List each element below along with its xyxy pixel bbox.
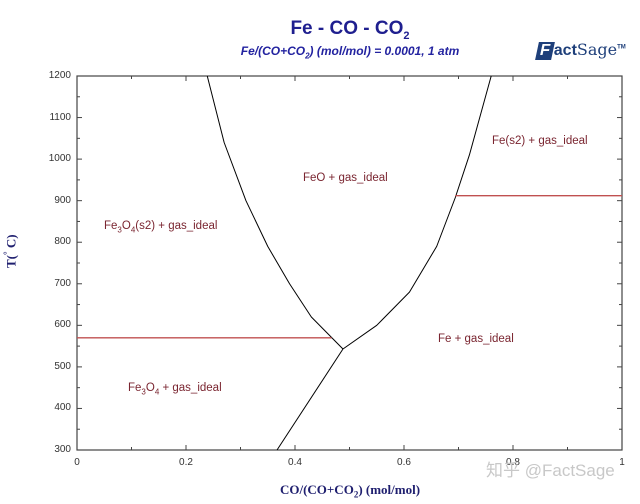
region-fe-s2-gas: Fe(s2) + gas_ideal xyxy=(492,135,588,147)
y-tick-label: 1100 xyxy=(49,111,71,123)
region-fe3o4-s2-gas: Fe3O4(s2) + gas_ideal xyxy=(104,220,218,235)
region-feo-gas: FeO + gas_ideal xyxy=(303,172,388,184)
x-tick-label: 0.4 xyxy=(288,457,302,468)
x-tick-label: 0.2 xyxy=(179,457,193,468)
x-tick-label: 0.6 xyxy=(397,457,411,468)
y-tick-label: 1000 xyxy=(48,153,71,165)
y-tick-label: 500 xyxy=(54,360,71,372)
region-fe-gas: Fe + gas_ideal xyxy=(438,333,514,345)
phase-boundaries xyxy=(77,75,622,451)
y-tick-label: 900 xyxy=(54,194,71,206)
chart-title: Fe - CO - CO2 xyxy=(290,18,410,42)
x-tick-label: 0.8 xyxy=(506,457,520,468)
y-tick-label: 400 xyxy=(54,402,71,414)
chart-subtitle: Fe/(CO+CO2) (mol/mol) = 0.0001, 1 atm xyxy=(240,44,460,61)
y-tick-label: 1200 xyxy=(48,70,71,81)
y-axis-label: T(° C) xyxy=(2,234,19,268)
x-tick-label: 1 xyxy=(619,457,625,468)
y-tick-label: 600 xyxy=(54,319,71,331)
boundary-line xyxy=(206,75,344,350)
region-fe3o4-gas: Fe3O4 + gas_ideal xyxy=(128,382,222,397)
watermark: 知乎 @FactSage xyxy=(486,461,615,480)
plot-axes xyxy=(76,75,623,451)
x-axis-label: CO/(CO+CO2) (mol/mol) xyxy=(279,482,421,500)
y-tick-label: 700 xyxy=(54,277,71,289)
boundary-line xyxy=(276,348,344,451)
y-tick-label: 300 xyxy=(54,444,71,455)
x-tick-label: 0 xyxy=(74,457,80,468)
boundary-line xyxy=(342,75,492,350)
y-tick-label: 800 xyxy=(54,236,71,248)
